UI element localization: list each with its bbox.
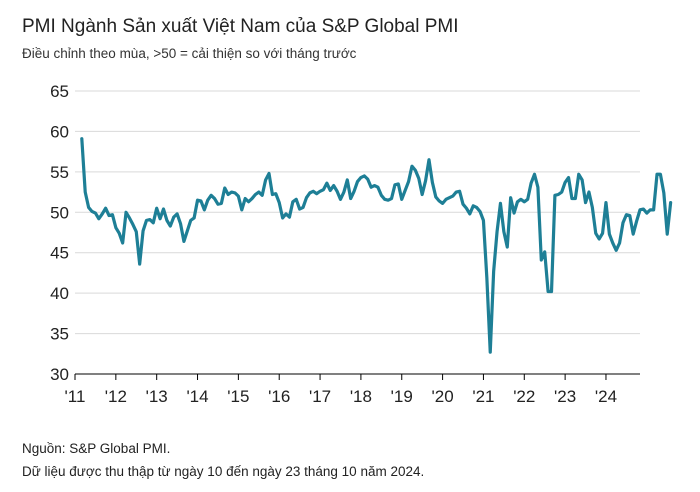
y-tick-label-30: 30: [50, 365, 69, 384]
y-tick-labels: 30 35 40 45 50 55 60 65: [50, 82, 69, 384]
series-line-0: [80, 137, 673, 354]
x-tick-label-2014: '14: [186, 387, 208, 406]
y-tick-label-55: 55: [50, 163, 69, 182]
x-tick-label-2016: '16: [268, 387, 290, 406]
x-tick-label-2022: '22: [513, 387, 535, 406]
y-tick-label-40: 40: [50, 284, 69, 303]
chart-title: PMI Ngành Sản xuất Việt Nam của S&P Glob…: [22, 16, 459, 37]
y-tick-label-60: 60: [50, 122, 69, 141]
x-tick-label-2011: '11: [65, 387, 86, 406]
chart-subtitle: Điều chỉnh theo mùa, >50 = cải thiện so …: [22, 46, 357, 61]
collection-note: Dữ liệu được thu thập từ ngày 10 đến ngà…: [22, 464, 425, 479]
source-note: Nguồn: S&P Global PMI.: [22, 441, 171, 456]
x-tick-label-2017: '17: [309, 387, 331, 406]
x-tick-label-2023: '23: [554, 387, 576, 406]
y-tick-label-35: 35: [50, 325, 69, 344]
x-tick-label-2012: '12: [105, 387, 127, 406]
x-tick-label-2021: '21: [472, 387, 494, 406]
y-tick-label-50: 50: [50, 203, 69, 222]
x-tick-label-2020: '20: [432, 387, 454, 406]
x-tick-label-2015: '15: [227, 387, 249, 406]
y-tick-label-65: 65: [50, 82, 69, 101]
series-layer: [80, 137, 673, 354]
x-axis: '11 '12 '13 '14 '15 '16 '17 '18 '19 '20 '21 '22 '23 '…: [65, 373, 640, 406]
y-tick-label-45: 45: [50, 244, 69, 263]
x-tick-label-2013: '13: [146, 387, 168, 406]
x-tick-label-2018: '18: [350, 387, 372, 406]
x-tick-label-2024: '24: [595, 387, 617, 406]
x-tick-label-2019: '19: [391, 387, 413, 406]
